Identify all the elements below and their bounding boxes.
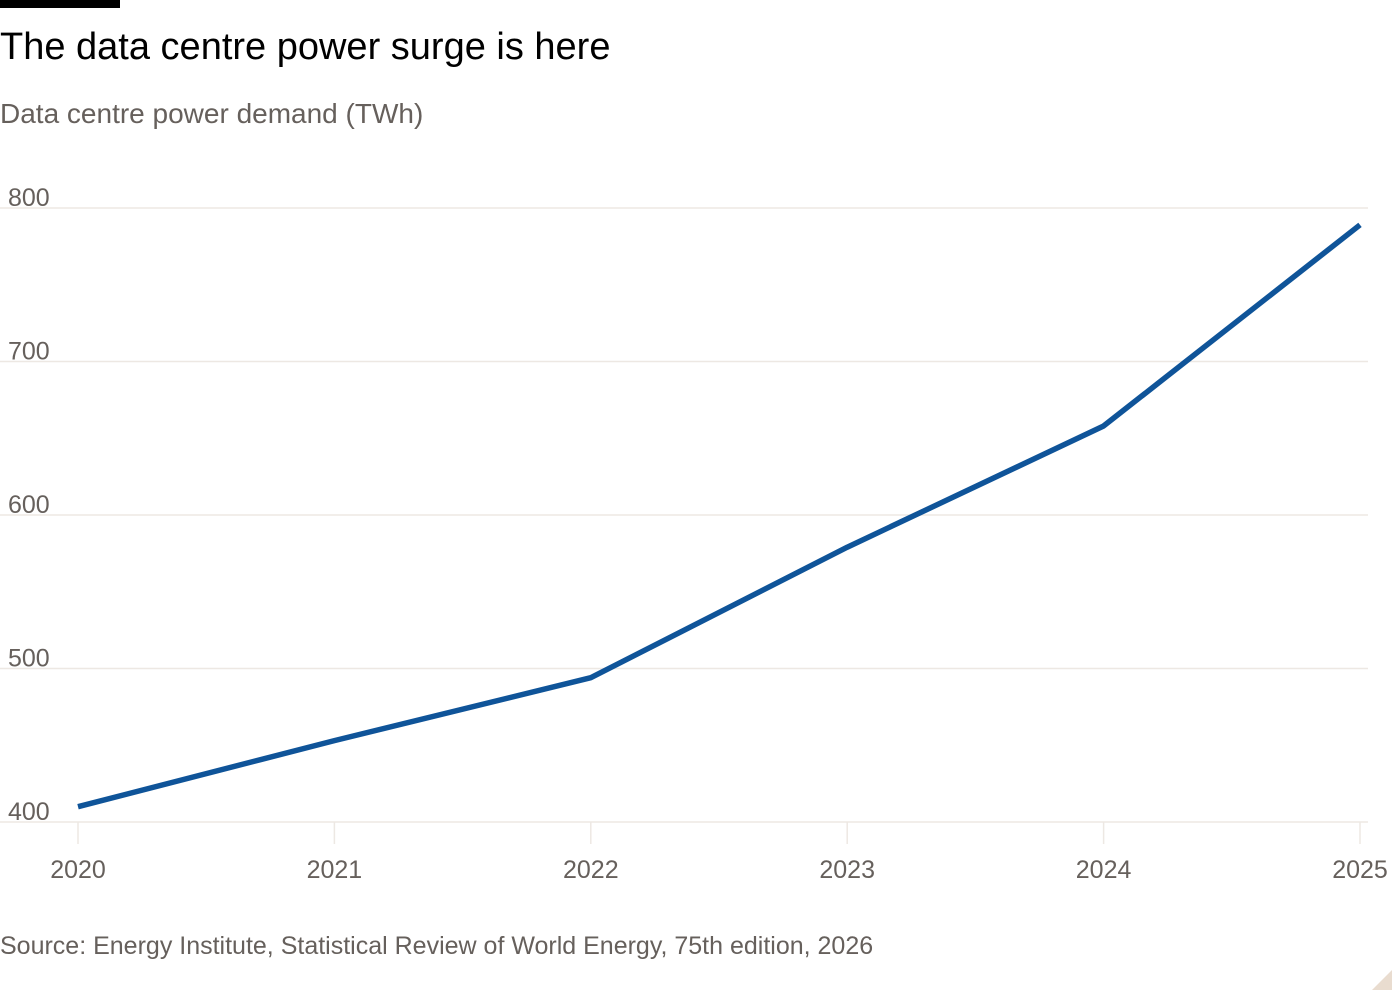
brand-bar (0, 0, 120, 8)
y-tick-label: 700 (8, 338, 50, 366)
source-note: Source: Energy Institute, Statistical Re… (0, 932, 874, 960)
chart-subtitle: Data centre power demand (TWh) (0, 98, 424, 129)
x-tick-label: 2024 (1076, 856, 1132, 884)
y-tick-label: 600 (8, 491, 50, 519)
gridlines (0, 207, 1368, 823)
corner-mark (1372, 970, 1392, 990)
y-tick-label: 400 (8, 798, 50, 826)
x-tick-label: 2025 (1332, 856, 1388, 884)
x-tick-label: 2020 (50, 856, 106, 884)
x-axis-ticks: 2020 2021 2022 2023 2024 2025 (50, 822, 1388, 884)
x-tick-label: 2023 (819, 856, 875, 884)
x-tick-label: 2021 (307, 856, 363, 884)
series-layer (77, 222, 1362, 810)
y-axis-ticks: 400 500 600 700 800 (8, 184, 50, 826)
y-tick-label: 800 (8, 184, 50, 212)
series-line-0 (77, 222, 1362, 810)
x-tick-label: 2022 (563, 856, 619, 884)
chart-title: The data centre power surge is here (0, 26, 611, 68)
y-tick-label: 500 (8, 645, 50, 673)
line-chart: 400 500 600 700 800 2020 2021 2022 2023 2024 2025 (0, 184, 1388, 884)
